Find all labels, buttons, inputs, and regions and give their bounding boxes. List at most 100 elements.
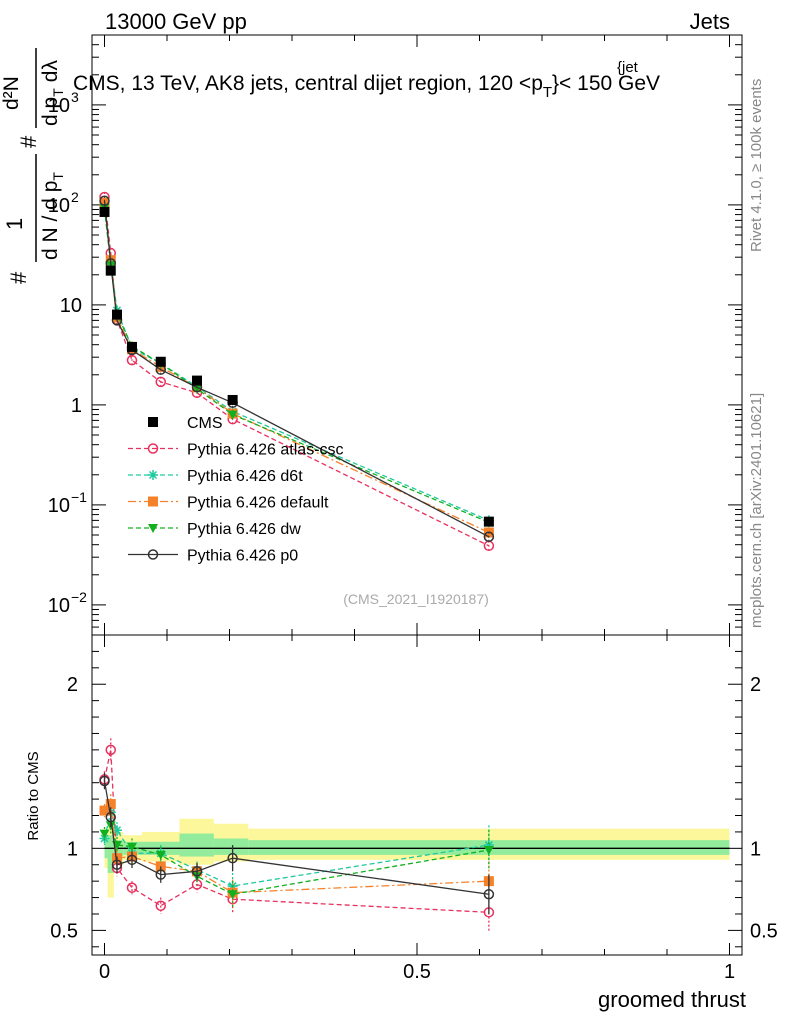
- data-point: [483, 531, 495, 543]
- ylabel-num: d²N: [0, 76, 23, 110]
- ratio-series-line: [103, 780, 489, 895]
- ylabel-hash-mid: #: [16, 135, 41, 148]
- x-tick-label: 1: [724, 961, 735, 983]
- x-tick-label: 0: [99, 961, 110, 983]
- data-point: [483, 516, 494, 527]
- legend-marker: [148, 470, 158, 480]
- legend-marker: [148, 496, 158, 507]
- ratio-data-point: [155, 900, 166, 912]
- ratio-frame: [91, 634, 743, 956]
- legend: CMS Pythia 6.426 atlas-csc Pythia 6.426 d6…: [128, 415, 344, 565]
- legend-label: Pythia 6.426 p0: [187, 548, 298, 565]
- series-pythia-6-426-p0: [99, 195, 495, 543]
- ratio-data-point: [105, 799, 116, 810]
- legend-entry: Pythia 6.426 atlas-csc: [128, 442, 344, 459]
- side-mcplots: mcplots.cern.ch [arXiv:2401.10621]: [748, 393, 765, 628]
- band-green: [107, 835, 114, 873]
- header-energy: 13000 GeV pp: [105, 9, 247, 34]
- ratio-ylabel: Ratio to CMS: [25, 751, 42, 840]
- legend-label: Pythia 6.426 dw: [187, 521, 301, 538]
- x-axis-label: groomed thrust: [598, 987, 746, 1012]
- data-point: [112, 309, 122, 320]
- data-point: [192, 375, 202, 386]
- ylabel-one: 1: [2, 218, 27, 230]
- ratio-data-point: [227, 890, 238, 900]
- ratio-data-point: [127, 842, 137, 852]
- ratio-data-point: [155, 850, 166, 860]
- ratio-data-point: [227, 852, 238, 864]
- band-green: [179, 833, 214, 857]
- main-title-tail: }< 150 GeV: [552, 72, 660, 95]
- legend-marker: [148, 524, 158, 533]
- legend-marker: [148, 417, 158, 427]
- legend-entry: CMS: [148, 415, 223, 432]
- ratio-y-tick-label: 2: [67, 674, 78, 696]
- series-cms: [99, 206, 494, 527]
- ratio-series-line: [103, 749, 489, 913]
- ratio-plot-area: 0.5 0.5 1 1 2 2 0 0.5 1: [50, 635, 778, 983]
- data-point: [227, 394, 238, 405]
- ratio-data-point: [112, 825, 122, 836]
- legend-entry: Pythia 6.426 p0: [128, 548, 298, 565]
- watermark: (CMS_2021_I1920187): [343, 591, 489, 607]
- ratio-data-point: [155, 869, 166, 880]
- data-point: [155, 376, 166, 388]
- ratio-data-point: [105, 811, 116, 823]
- ratio-data-point: [191, 866, 203, 877]
- ratio-data-point: [483, 845, 494, 855]
- header-jets: Jets: [690, 9, 730, 34]
- ylabel-den: d pTdλ: [39, 60, 66, 126]
- ratio-y-tick-label-right: 0.5: [750, 920, 778, 942]
- ratio-y-tick-label-right: 2: [750, 674, 761, 696]
- side-rivet: Rivet 4.1.0, ≥ 100k events: [748, 79, 765, 252]
- data-point: [99, 195, 110, 207]
- data-point: [127, 341, 137, 352]
- main-y-tick-exponent: 2: [71, 189, 79, 205]
- ratio-y-tick-label: 0.5: [50, 920, 78, 942]
- ratio-y-tick-label: 1: [67, 838, 78, 860]
- legend-entry: Pythia 6.426 default: [128, 495, 329, 512]
- main-ylabel: # 1 d N / d pT # d²N d pTdλ: [0, 48, 66, 284]
- data-point: [126, 354, 138, 366]
- legend-label: Pythia 6.426 d6t: [187, 468, 303, 485]
- ratio-data-point: [99, 775, 110, 787]
- ratio-data-point: [99, 829, 110, 839]
- main-frame: [91, 34, 743, 636]
- ratio-series-pythia-6-426-dw: [99, 815, 494, 908]
- main-title-sup: {jet: [617, 59, 639, 76]
- main-title-text: CMS, 13 TeV, AK8 jets, central dijet reg…: [73, 72, 543, 95]
- ratio-data-point: [483, 889, 495, 900]
- data-point: [99, 206, 110, 217]
- x-tick-label: 0.5: [403, 961, 431, 983]
- ratio-data-point: [126, 882, 138, 893]
- data-point: [155, 356, 166, 367]
- legend-entry: Pythia 6.426 d6t: [128, 468, 303, 485]
- main-y-tick-label: 10: [48, 495, 70, 517]
- data-point: [227, 410, 238, 420]
- ylabel-hash-left: #: [6, 271, 31, 284]
- ratio-series-pythia-6-426-p0: [99, 772, 495, 914]
- ratio-data-point: [483, 840, 494, 851]
- main-title: CMS, 13 TeV, AK8 jets, central dijet reg…: [73, 72, 660, 101]
- ratio-data-point: [126, 854, 138, 866]
- legend-label: CMS: [187, 415, 223, 432]
- ylabel-dN: d N / d pT: [39, 172, 66, 260]
- legend-label: Pythia 6.426 atlas-csc: [187, 442, 344, 459]
- data-point: [105, 265, 116, 276]
- main-title-sub: T: [543, 84, 552, 101]
- main-y-tick-label: 10: [48, 95, 70, 117]
- main-y-tick-exponent: 3: [71, 89, 79, 105]
- main-y-tick-label: 10: [48, 195, 70, 217]
- data-point: [192, 384, 202, 394]
- band-green: [213, 838, 249, 855]
- main-y-tick-label: 10: [48, 595, 70, 617]
- ratio-y-tick-label-right: 1: [750, 838, 761, 860]
- main-y-tick-label: 10: [60, 295, 82, 317]
- legend-label: Pythia 6.426 default: [187, 495, 329, 512]
- legend-entry: Pythia 6.426 dw: [128, 521, 301, 538]
- main-y-tick-exponent: −1: [71, 489, 87, 505]
- ratio-data-point: [111, 859, 123, 870]
- main-y-tick-exponent: −2: [71, 589, 87, 605]
